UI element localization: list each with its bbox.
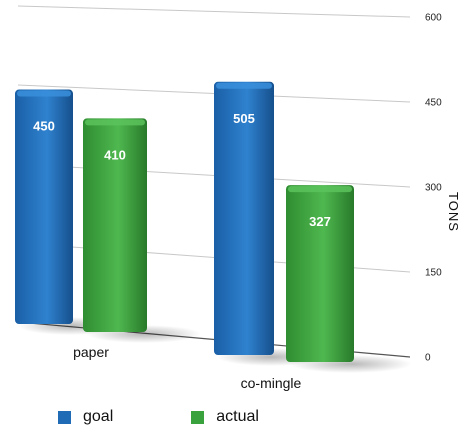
legend-swatch-goal (58, 410, 71, 424)
y-tick-label: 0 (425, 353, 431, 364)
y-tick-label: 150 (425, 268, 442, 279)
bar-value-label: 505 (233, 111, 255, 126)
bar-top-highlight (216, 82, 272, 89)
gridline (17, 5, 411, 18)
legend-swatch-actual (191, 410, 205, 424)
x-category-label: paper (73, 344, 109, 360)
legend-item-actual: actual (191, 408, 259, 426)
y-axis-title: TONS (446, 192, 461, 232)
legend-label-actual: actual (216, 408, 259, 425)
bar-top-highlight (85, 119, 145, 126)
y-tick-label: 600 (425, 13, 442, 24)
legend: goal actual (58, 408, 259, 426)
bar-goal-paper (15, 89, 73, 324)
y-tick-label: 300 (425, 183, 442, 194)
legend-item-goal: goal (58, 408, 113, 426)
x-category-label: co-mingle (241, 375, 302, 391)
bar-value-label: 327 (309, 214, 331, 229)
bar-value-label: 410 (104, 147, 126, 162)
bar-top-highlight (17, 90, 71, 97)
bar-layer (15, 81, 354, 362)
bar-actual-paper (83, 118, 147, 332)
label-layer: 0 150 300 450 600 450 410 505 327 paper co-mingle (33, 13, 442, 392)
bar-value-label: 450 (33, 119, 55, 134)
y-tick-label: 450 (425, 98, 442, 109)
bar-actual-co-mingle (286, 185, 354, 362)
bar-goal-co-mingle (214, 81, 274, 356)
bar-top-highlight (288, 186, 352, 193)
legend-label-goal: goal (83, 408, 114, 425)
